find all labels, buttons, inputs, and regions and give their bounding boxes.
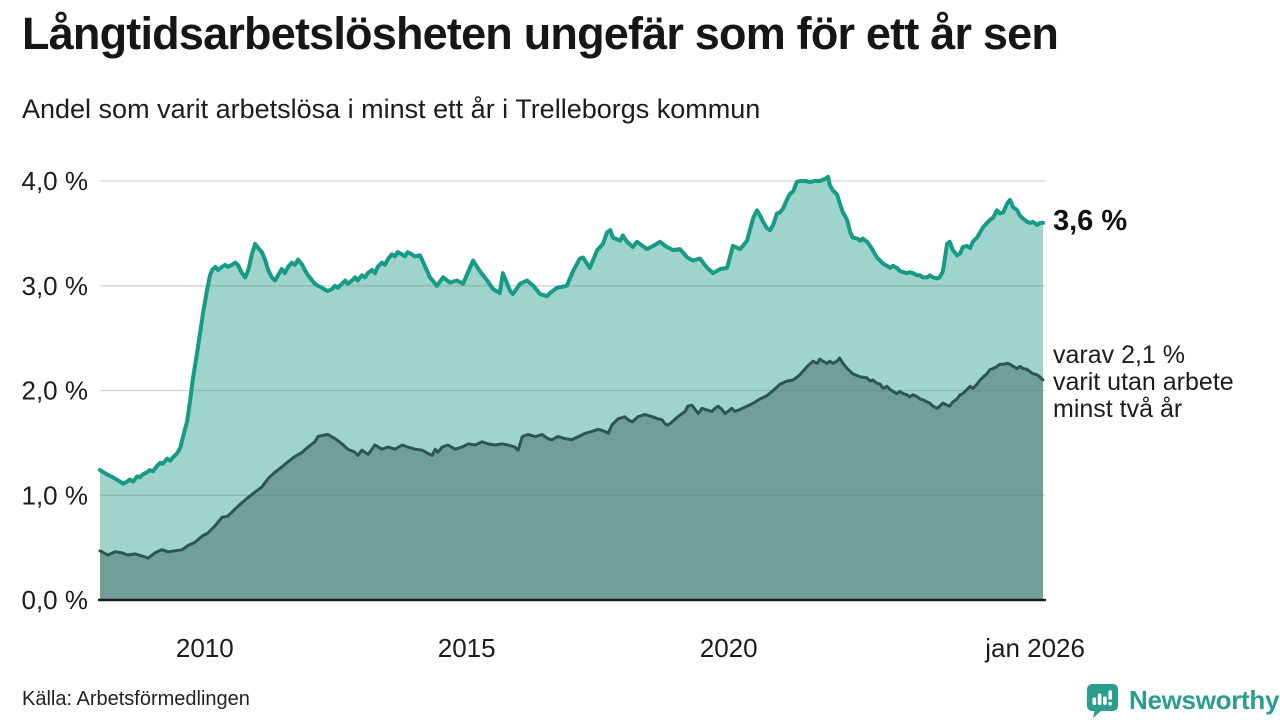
x-tick-label: 2015 (438, 633, 496, 663)
annotation-line: varit utan arbete (1053, 368, 1234, 396)
y-tick-label: 3,0 % (22, 271, 89, 301)
x-tick-label: jan 2026 (984, 633, 1085, 663)
page-title: Långtidsarbetslösheten ungefär som för e… (22, 8, 1059, 59)
y-tick-label: 0,0 % (22, 585, 89, 615)
branding: Newsworthy (1084, 682, 1279, 718)
annotation-line: minst två år (1053, 395, 1183, 423)
y-tick-label: 2,0 % (22, 376, 89, 406)
end-value-label-two-years: varav 2,1 % varit utan arbete minst två … (1053, 342, 1234, 423)
x-tick-label: 2010 (176, 633, 234, 663)
annotation-line: varav 2,1 % (1053, 341, 1186, 369)
series-line-0 (98, 174, 1045, 486)
end-value-label-total: 3,6 % (1053, 205, 1128, 237)
newsworthy-wordmark: Newsworthy (1129, 684, 1280, 715)
newsworthy-logo-icon (1084, 682, 1120, 718)
y-tick-label: 4,0 % (22, 166, 89, 196)
series-area-1 (100, 358, 1043, 600)
x-tick-label: 2020 (700, 633, 758, 663)
source-credit: Källa: Arbetsförmedlingen (22, 688, 250, 710)
y-tick-label: 1,0 % (22, 480, 89, 510)
chart-subtitle: Andel som varit arbetslösa i minst ett å… (22, 94, 761, 124)
series-line-1 (98, 356, 1045, 560)
